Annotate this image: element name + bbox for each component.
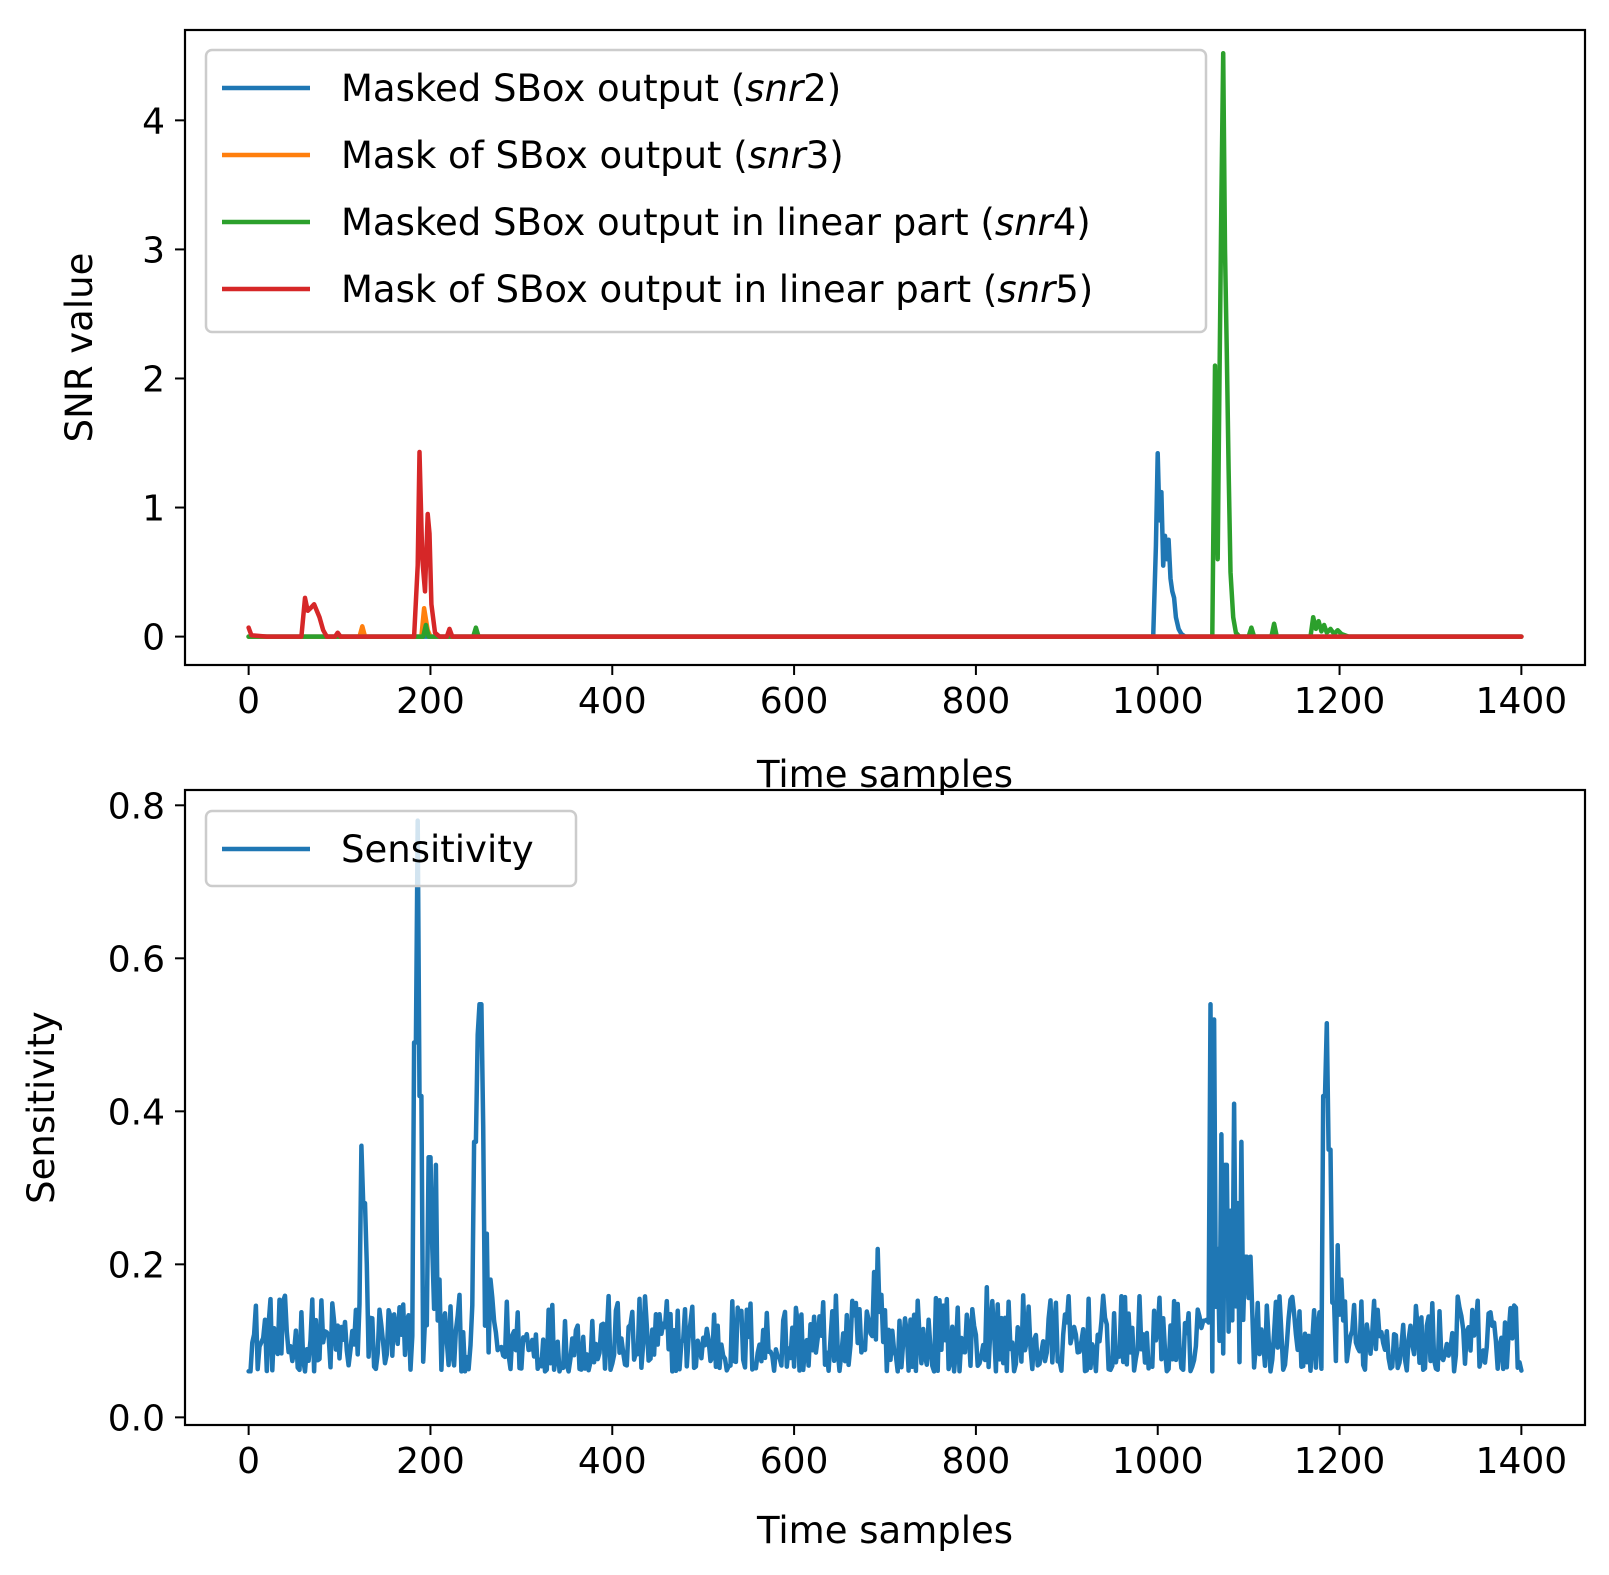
snr-ticks: 0 200 400 600 800 1000 1200 1400 0 1 2 3 4 [142,101,1567,722]
x-tick-label: 1000 [1112,681,1204,722]
x-tick-label: 1400 [1476,1441,1568,1482]
snr-panel: 0 200 400 600 800 1000 1200 1400 0 1 2 3 4 Time samp… [58,28,1587,796]
legend-label: Masked SBox output in linear part (snr4) [341,201,1091,244]
x-tick-label: 400 [578,1441,647,1482]
legend-frame [204,809,578,888]
snr-y-axis-label: SNR value [58,253,101,443]
y-tick-label: 3 [142,230,165,271]
y-tick-label: 0.4 [108,1092,165,1133]
series-line-0-3 [246,449,1524,639]
snr-x-axis-label: Time samples [756,753,1013,796]
y-tick-label: 0 [142,618,165,659]
legend-label: Sensitivity [341,828,534,871]
y-tick-label: 4 [142,101,165,142]
y-tick-label: 0.8 [108,786,165,827]
x-tick-label: 0 [237,1441,260,1482]
x-tick-label: 1000 [1112,1441,1204,1482]
x-tick-label: 600 [760,681,829,722]
sensitivity-x-axis-label: Time samples [756,1509,1013,1552]
y-tick-label: 1 [142,489,165,530]
sensitivity-legend: Sensitivity [204,809,578,888]
x-tick-label: 200 [396,681,465,722]
legend-frame [204,48,1208,334]
sensitivity-ticks: 0 200 400 600 800 1000 1200 1400 0.0 0.2 0.4 0.6 0.8 [108,786,1567,1482]
series-line-0-0 [246,451,1524,639]
y-tick-label: 0.0 [108,1398,165,1439]
x-tick-label: 600 [760,1441,829,1482]
series-line-1-0 [246,818,1524,1374]
x-tick-label: 1200 [1294,1441,1386,1482]
sensitivity-panel: 0 200 400 600 800 1000 1200 1400 0.0 0.2 0.4 0.6 0.8… [20,786,1587,1552]
snr-legend: Masked SBox output (snr2) Mask of SBox ou… [204,48,1208,334]
y-tick-label: 0.6 [108,939,165,980]
y-tick-label: 2 [142,359,165,400]
legend-label: Mask of SBox output in linear part (snr5… [341,268,1093,311]
x-tick-label: 1200 [1294,681,1386,722]
sensitivity-series-layer [246,818,1524,1374]
snr-series-layer [246,50,1524,639]
x-tick-label: 800 [942,1441,1011,1482]
x-tick-label: 800 [942,681,1011,722]
x-tick-label: 400 [578,681,647,722]
x-tick-label: 200 [396,1441,465,1482]
y-tick-label: 0.2 [108,1245,165,1286]
sensitivity-axes-frame [183,788,1587,1427]
x-tick-label: 0 [237,681,260,722]
legend-label: Mask of SBox output (snr3) [341,134,844,177]
legend-label: Masked SBox output (snr2) [341,67,841,110]
x-tick-label: 1400 [1476,681,1568,722]
snr-axes-frame [183,28,1587,667]
sensitivity-y-axis-label: Sensitivity [20,1011,63,1204]
